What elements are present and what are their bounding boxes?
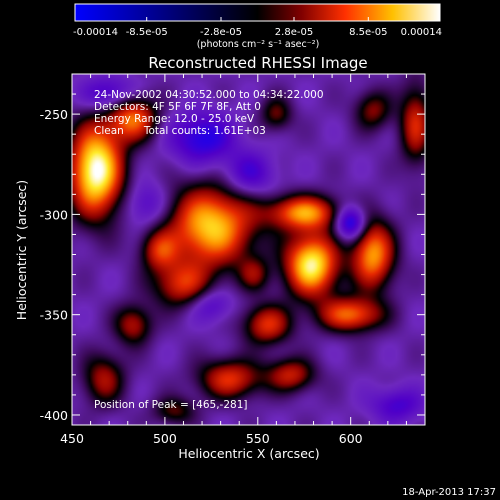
annotation-clean-counts: Clean Total counts: 1.61E+03	[94, 125, 266, 137]
y-tick-label: -250	[40, 107, 68, 122]
y-tick-label: -300	[40, 207, 68, 222]
x-tick-label: 450	[60, 431, 84, 446]
colorbar-frame	[74, 3, 441, 22]
chart-title: Reconstructed RHESSI Image	[148, 54, 367, 72]
axis-ticks: 450 500 550 600 -250 -300 -350 -400	[40, 74, 425, 446]
annotations: 24-Nov-2002 04:30:52.000 to 04:34:22.000…	[94, 89, 324, 411]
annotation-time-range: 24-Nov-2002 04:30:52.000 to 04:34:22.000	[94, 89, 324, 101]
colorbar-tick-label: 8.5e-05	[349, 27, 387, 38]
colorbar-tick-label: 2.8e-05	[275, 27, 313, 38]
timestamp: 18-Apr-2013 17:37	[402, 487, 496, 498]
x-tick-label: 550	[246, 431, 270, 446]
colorbar-unit-label: (photons cm⁻² s⁻¹ asec⁻²)	[197, 39, 320, 50]
colorbar-tick-label: 0.00014	[401, 27, 442, 38]
heatmap-image	[72, 74, 425, 425]
colorbar-tick-label: -2.8e-05	[200, 27, 242, 38]
y-tick-label: -350	[40, 308, 68, 323]
colorbar-gradient	[75, 4, 440, 21]
x-tick-label: 500	[153, 431, 177, 446]
annotation-energy-range: Energy Range: 12.0 - 25.0 keV	[94, 113, 255, 125]
plot-area: 450 500 550 600 -250 -300 -350 -400	[40, 73, 426, 446]
colorbar-tick-label: -8.5e-05	[126, 27, 168, 38]
x-axis-label: Heliocentric X (arcsec)	[178, 446, 319, 461]
annotation-peak-position: Position of Peak = [465,-281]	[94, 399, 248, 411]
colorbar: -0.00014 -8.5e-05 -2.8e-05 2.8e-05 8.5e-05 0.…	[73, 3, 442, 50]
annotation-detectors: Detectors: 4F 5F 6F 7F 8F, Att 0	[94, 101, 261, 113]
colorbar-ticks: -0.00014 -8.5e-05 -2.8e-05 2.8e-05 8.5e-05 0.…	[73, 17, 442, 38]
y-tick-label: -400	[40, 408, 68, 423]
plot-frame	[71, 73, 426, 426]
x-tick-label: 600	[339, 431, 363, 446]
colorbar-tick-label: -0.00014	[73, 27, 118, 38]
y-axis-label: Heliocentric Y (arcsec)	[14, 180, 29, 320]
